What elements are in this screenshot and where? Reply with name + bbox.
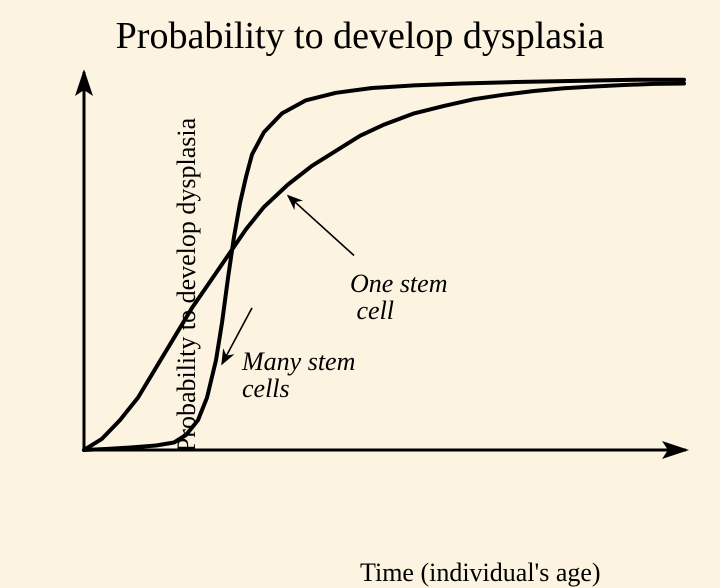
chart-area: Probability to develop dysplasia One ste… <box>20 70 700 500</box>
x-axis-label: Time (individual's age) <box>360 558 601 588</box>
annotation-many-stem: Many stemcells <box>242 348 355 403</box>
page-title: Probability to develop dysplasia <box>0 14 720 58</box>
annotation-one-stem: One stem cell <box>350 270 447 325</box>
annotation-text: One stem <box>350 269 447 298</box>
annotation-text: cells <box>242 374 290 403</box>
annotation-text: Many stem <box>242 347 355 376</box>
annotation-text: cell <box>350 296 394 325</box>
